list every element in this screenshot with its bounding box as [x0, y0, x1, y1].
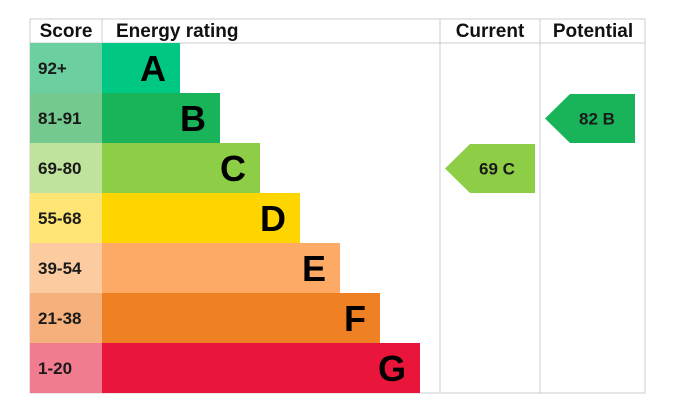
potential-rating-label: 82 B — [579, 110, 615, 129]
score-cell-b — [30, 93, 102, 143]
rating-bar-c — [102, 143, 260, 193]
band-letter-f: F — [344, 298, 366, 339]
band-letter-b: B — [180, 98, 206, 139]
rating-bar-f — [102, 293, 380, 343]
header-row: Score Energy rating Current Potential — [40, 21, 634, 42]
rating-bar-b — [102, 93, 220, 143]
band-letter-d: D — [260, 198, 286, 239]
header-potential: Potential — [553, 21, 633, 42]
rating-bar-d — [102, 193, 300, 243]
score-cell-c — [30, 143, 102, 193]
rating-bar-a — [102, 43, 180, 93]
band-letter-e: E — [302, 248, 326, 289]
rating-bar-g — [102, 343, 420, 393]
band-letter-a: A — [140, 48, 166, 89]
current-rating-label: 69 C — [479, 160, 515, 179]
score-cell-f — [30, 293, 102, 343]
score-range-f: 21-38 — [38, 309, 81, 328]
score-range-d: 55-68 — [38, 209, 81, 228]
score-range-e: 39-54 — [38, 259, 82, 278]
band-letter-g: G — [378, 348, 406, 389]
score-cell-g — [30, 343, 102, 393]
potential-rating-arrow — [545, 94, 635, 143]
header-energy-rating: Energy rating — [116, 21, 238, 42]
score-cell-a — [30, 43, 102, 93]
score-range-a: 92+ — [38, 59, 67, 78]
score-range-g: 1-20 — [38, 359, 72, 378]
current-rating-arrow — [445, 144, 535, 193]
header-score: Score — [40, 21, 93, 42]
header-current: Current — [456, 21, 525, 42]
band-letter-c: C — [220, 148, 246, 189]
rating-bands: 92+ A 81-91 B 69-80 C 55-68 D 39-54 E 21-38 F 1-20 G — [30, 43, 420, 393]
score-cell-e — [30, 243, 102, 293]
rating-indicators: 69 C 82 B — [445, 94, 635, 193]
rating-bar-e — [102, 243, 340, 293]
score-range-c: 69-80 — [38, 159, 81, 178]
score-range-b: 81-91 — [38, 109, 81, 128]
score-cell-d — [30, 193, 102, 243]
